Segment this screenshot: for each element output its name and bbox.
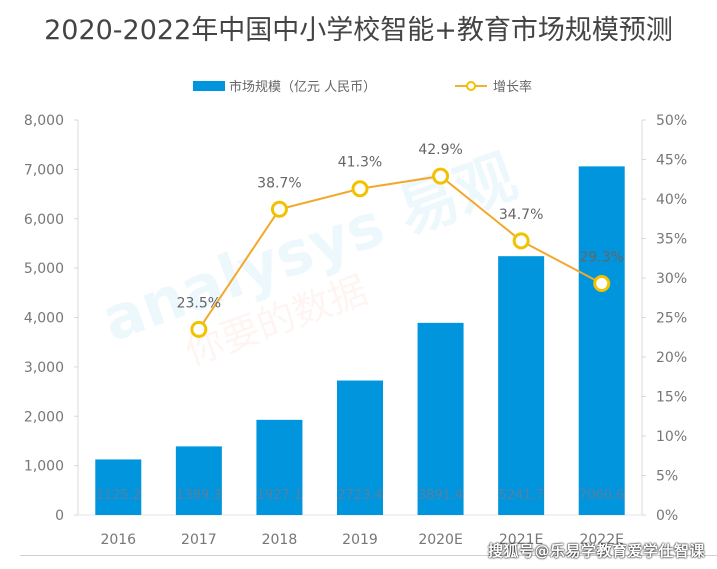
bar <box>498 256 545 515</box>
bar <box>256 419 303 515</box>
bar-value-label: 1927.1 <box>257 488 303 503</box>
legend-bar-label: 市场规模（亿元 人民币） <box>229 80 377 95</box>
bar-value-label: 5241.7 <box>498 488 544 503</box>
legend: 市场规模（亿元 人民币） 增长率 <box>0 76 717 96</box>
bar-value-label: 3891.4 <box>418 488 464 503</box>
left-axis-tick-label: 3,000 <box>24 360 64 376</box>
growth-rate-label: 29.3% <box>579 250 623 266</box>
growth-rate-marker <box>512 232 530 250</box>
bar <box>578 166 625 515</box>
legend-line-label: 增长率 <box>493 80 533 95</box>
bar-value-label: 2723.4 <box>337 488 383 503</box>
bar <box>337 380 383 515</box>
growth-rate-marker <box>351 180 369 198</box>
growth-rate-marker <box>593 275 611 293</box>
right-axis-tick-label: 30% <box>656 271 687 287</box>
left-axis-tick-label: 0 <box>55 508 64 524</box>
growth-rate-label: 34.7% <box>499 207 543 223</box>
growth-rate-marker <box>432 167 450 185</box>
footer-divider <box>20 555 717 556</box>
x-axis-tick-label: 2022E <box>579 532 623 548</box>
growth-rate-marker <box>190 320 208 338</box>
x-axis-tick-label: 2019 <box>342 532 378 548</box>
growth-rate-label: 41.3% <box>338 155 382 171</box>
left-axis-tick-label: 6,000 <box>24 212 64 228</box>
x-axis-tick-label: 2017 <box>181 532 217 548</box>
bar <box>95 459 142 515</box>
left-axis-tick-label: 5,000 <box>24 261 64 277</box>
right-axis-tick-label: 10% <box>656 429 687 445</box>
right-axis-tick-label: 45% <box>656 153 687 169</box>
source-credit: 搜狐号@乐易学教育爱学仕智课 <box>488 542 706 560</box>
bar-value-label: 7060.6 <box>579 488 625 503</box>
legend-bar-swatch <box>193 80 225 91</box>
bar <box>417 322 464 515</box>
x-axis-tick-label: 2020E <box>418 532 462 548</box>
left-axis-tick-label: 2,000 <box>24 409 64 425</box>
right-axis-tick-label: 50% <box>656 113 687 129</box>
bar-value-label: 1389.3 <box>176 488 222 503</box>
left-axis-tick-label: 7,000 <box>24 162 64 178</box>
legend-item-growth-rate: 增长率 <box>455 76 532 95</box>
legend-line-swatch <box>455 80 487 91</box>
right-axis-tick-label: 40% <box>656 192 687 208</box>
x-axis-tick-label: 2021E <box>499 532 543 548</box>
left-axis-tick-label: 8,000 <box>24 113 64 129</box>
right-axis-tick-label: 15% <box>656 390 687 406</box>
right-axis-tick-label: 35% <box>656 232 687 248</box>
x-axis-tick-label: 2018 <box>262 532 298 548</box>
growth-rate-label: 42.9% <box>418 142 462 158</box>
x-axis-tick-label: 2016 <box>100 532 136 548</box>
growth-rate-line <box>198 175 603 330</box>
chart-title: 2020-2022年中国中小学校智能+教育市场规模预测 <box>44 15 673 46</box>
bar-value-label: 1125.2 <box>96 488 142 503</box>
right-axis-tick-label: 20% <box>656 350 687 366</box>
left-axis-tick-label: 4,000 <box>24 311 64 327</box>
growth-rate-label: 23.5% <box>177 295 221 311</box>
left-axis-tick-label: 1,000 <box>24 459 64 475</box>
right-axis-tick-label: 25% <box>656 311 687 327</box>
bar <box>175 446 222 515</box>
right-axis-tick-label: 5% <box>656 469 678 485</box>
growth-rate-marker <box>270 200 288 218</box>
right-axis-tick-label: 0% <box>656 508 678 524</box>
growth-rate-label: 38.7% <box>257 175 301 191</box>
legend-item-market-size: 市场规模（亿元 人民币） <box>193 76 376 95</box>
